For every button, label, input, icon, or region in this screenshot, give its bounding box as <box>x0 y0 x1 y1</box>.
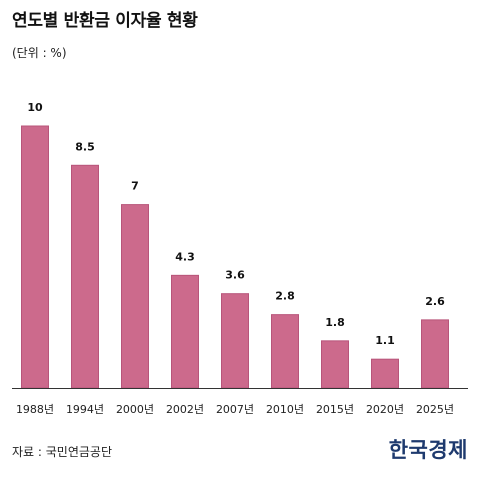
bar-2020년 <box>371 358 399 389</box>
bar-2010년 <box>271 314 299 389</box>
x-tick-label: 2015년 <box>316 403 354 416</box>
bar-2025년 <box>421 319 449 389</box>
source-note: 자료 : 국민연금공단 <box>12 445 112 459</box>
x-tick-label: 1988년 <box>16 403 54 416</box>
x-tick-labels-group: 1988년 1994년 2000년 2002년 2007년 2010년 2015년 2020년… <box>16 403 454 416</box>
value-label: 4.3 <box>175 250 195 263</box>
x-tick-label: 2000년 <box>116 403 154 416</box>
bar-2002년 <box>171 274 199 389</box>
x-tick-label: 2025년 <box>416 403 454 416</box>
chart-title: 연도별 반환금 이자율 현황 <box>12 11 198 31</box>
value-label: 2.6 <box>425 295 445 308</box>
unit-label: (단위 : %) <box>12 46 67 60</box>
bars-group <box>21 125 449 389</box>
bar-1988년 <box>21 125 49 389</box>
bar-2000년 <box>121 204 149 389</box>
value-label: 3.6 <box>225 269 245 282</box>
bar-2007년 <box>221 293 249 389</box>
x-tick-label: 2020년 <box>366 403 404 416</box>
x-tick-label: 2002년 <box>166 403 204 416</box>
publisher-logo: 한국경제 <box>388 437 468 462</box>
value-labels-group: 10 8.5 7 4.3 3.6 2.8 1.8 1.1 2.6 <box>27 101 445 347</box>
value-label: 8.5 <box>75 140 95 153</box>
bar-2015년 <box>321 340 349 389</box>
bar-1994년 <box>71 164 99 389</box>
value-label: 7 <box>131 180 139 193</box>
value-label: 2.8 <box>275 290 295 303</box>
value-label: 10 <box>27 101 43 114</box>
x-tick-label: 2010년 <box>266 403 304 416</box>
value-label: 1.8 <box>325 316 345 329</box>
x-tick-label: 1994년 <box>66 403 104 416</box>
value-label: 1.1 <box>375 334 395 347</box>
x-tick-label: 2007년 <box>216 403 254 416</box>
